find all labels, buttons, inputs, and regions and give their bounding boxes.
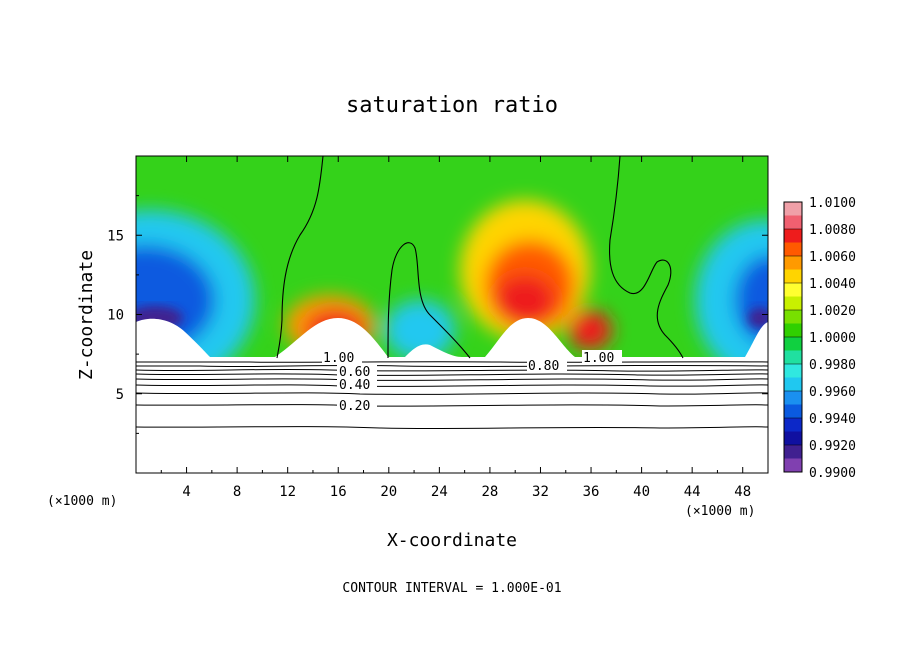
contour-label-bg-1 — [322, 350, 362, 363]
x-tick-label: 24 — [431, 484, 448, 500]
contour-lower-5 — [135, 378, 769, 381]
colorbar-swatch — [784, 377, 802, 392]
contour-label-bg-3 — [337, 377, 377, 390]
contour-label-bg-2 — [337, 364, 377, 377]
colorbar-swatch — [784, 364, 802, 378]
contour-lower-6 — [135, 384, 769, 387]
contour-label-bg-5 — [527, 359, 567, 372]
colorbar-label: 1.0080 — [809, 223, 856, 238]
contour-1-00-a — [276, 156, 324, 359]
x-unit-left: (×1000 m) — [47, 494, 117, 509]
colorbar-swatch — [784, 404, 802, 419]
x-tick-label: 40 — [633, 484, 650, 500]
plot-area: 1.00 0.60 0.40 0.20 0.80 1.00 — [135, 155, 769, 474]
x-axis-label: X-coordinate — [387, 530, 517, 551]
colorbar-swatch — [784, 229, 802, 243]
x-tick-label: 48 — [734, 484, 751, 500]
colorbar-swatch — [784, 242, 802, 257]
contour-1-00-c — [609, 156, 684, 359]
very-dry-patch-right — [748, 308, 768, 328]
colorbar-swatch — [784, 350, 802, 365]
contour-lower-4 — [135, 373, 769, 376]
x-unit-right: (×1000 m) — [685, 504, 755, 519]
x-tick-label: 8 — [233, 484, 241, 500]
colorbar: 1.0100 1.0080 1.0060 1.0040 1.0020 1.0000 0.99… — [783, 196, 856, 481]
y-tick-label: 15 — [107, 228, 124, 244]
colorbar-swatch — [784, 391, 802, 405]
contour-lower-3 — [135, 368, 769, 372]
colorbar-swatch — [784, 431, 802, 446]
colorbar-swatch — [784, 296, 802, 311]
x-tick-label: 12 — [279, 484, 296, 500]
x-tick-label: 20 — [380, 484, 397, 500]
contour-lower-8 — [135, 404, 769, 407]
y-axis: 5 10 15 — [107, 195, 768, 434]
contour-interval-note: CONTOUR INTERVAL = 1.000E-01 — [342, 581, 561, 596]
field-image — [136, 156, 768, 473]
colorbar-label: 1.0040 — [809, 277, 856, 292]
colorbar-label: 0.9900 — [809, 466, 856, 481]
lower-contours — [135, 361, 769, 430]
x-tick-label: 16 — [330, 484, 347, 500]
moist-plume-36 — [568, 310, 612, 350]
colorbar-swatch — [784, 269, 802, 284]
colorbar-label: 0.9960 — [809, 385, 856, 400]
colorbar-label: 1.0000 — [809, 331, 856, 346]
colorbar-label: 1.0060 — [809, 250, 856, 265]
x-tick-label: 28 — [481, 484, 498, 500]
colorbar-swatch — [784, 323, 802, 338]
colorbar-swatch — [784, 202, 802, 216]
colorbar-swatch — [784, 445, 802, 459]
colorbar-swatch — [784, 337, 802, 351]
contour-labels: 1.00 0.60 0.40 0.20 0.80 1.00 — [322, 350, 622, 414]
colorbar-label: 0.9980 — [809, 358, 856, 373]
moist-plume-30-inner — [495, 275, 555, 325]
x-tick-label: 36 — [583, 484, 600, 500]
colorbar-label: 1.0020 — [809, 304, 856, 319]
contour-label-0-40: 0.40 — [339, 378, 370, 393]
x-tick-label: 4 — [182, 484, 190, 500]
y-tick-label: 5 — [116, 387, 124, 403]
colorbar-swatch — [784, 283, 802, 297]
contour-label-1-00-left: 1.00 — [323, 351, 354, 366]
x-axis: 4 8 12 16 20 24 28 32 36 40 44 48 — [160, 156, 751, 500]
contour-lower-7 — [135, 392, 769, 395]
colorbar-swatch — [784, 458, 802, 473]
colorbar-swatch — [784, 310, 802, 324]
contour-label-1-00-right: 1.00 — [583, 351, 614, 366]
y-tick-label: 10 — [107, 308, 124, 324]
colorbar-swatch — [784, 418, 802, 432]
x-tick-label: 44 — [684, 484, 701, 500]
contour-lower-1 — [136, 361, 769, 363]
dry-region-right-outer — [695, 220, 768, 380]
contour-lower-2 — [136, 364, 769, 368]
x-tick-label: 32 — [532, 484, 549, 500]
colorbar-swatch — [784, 215, 802, 230]
contour-label-0-20: 0.20 — [339, 399, 370, 414]
colorbar-swatch — [784, 256, 802, 270]
contour-1-00-b — [387, 242, 471, 359]
field-contours — [276, 156, 684, 359]
colorbar-label: 1.0100 — [809, 196, 856, 211]
contour-label-bg-6 — [582, 350, 622, 363]
contour-lower-9 — [135, 426, 769, 430]
colorbar-label: 0.9940 — [809, 412, 856, 427]
contour-label-0-60: 0.60 — [339, 365, 370, 380]
contour-label-0-80: 0.80 — [528, 359, 559, 374]
contour-label-bg-4 — [337, 398, 377, 411]
y-axis-label: Z-coordinate — [76, 250, 97, 380]
terrain-mask — [136, 318, 768, 473]
chart-title: saturation ratio — [346, 93, 558, 118]
colorbar-label: 0.9920 — [809, 439, 856, 454]
dry-pocket-mid — [385, 300, 455, 360]
